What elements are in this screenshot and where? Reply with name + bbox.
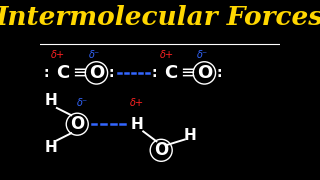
Text: H: H — [44, 140, 57, 155]
Text: δ+: δ+ — [51, 50, 65, 60]
Text: :: : — [43, 66, 49, 80]
Text: O: O — [89, 64, 104, 82]
Text: C: C — [164, 64, 177, 82]
Text: O: O — [197, 64, 212, 82]
Text: :: : — [108, 66, 114, 80]
Text: H: H — [131, 117, 144, 132]
Text: H: H — [184, 128, 196, 143]
Text: δ⁻: δ⁻ — [76, 98, 88, 108]
Text: ≡: ≡ — [180, 64, 195, 82]
Text: C: C — [56, 64, 69, 82]
Text: δ+: δ+ — [130, 98, 144, 108]
Text: :: : — [151, 66, 157, 80]
Text: O: O — [154, 141, 168, 159]
Text: δ⁻: δ⁻ — [196, 50, 208, 60]
Text: H: H — [44, 93, 57, 108]
Text: δ+: δ+ — [160, 50, 174, 60]
Text: Intermolecular Forces: Intermolecular Forces — [0, 5, 320, 30]
Text: O: O — [70, 115, 84, 133]
Text: :: : — [216, 66, 221, 80]
Text: δ⁻: δ⁻ — [88, 50, 100, 60]
Text: ≡: ≡ — [72, 64, 87, 82]
